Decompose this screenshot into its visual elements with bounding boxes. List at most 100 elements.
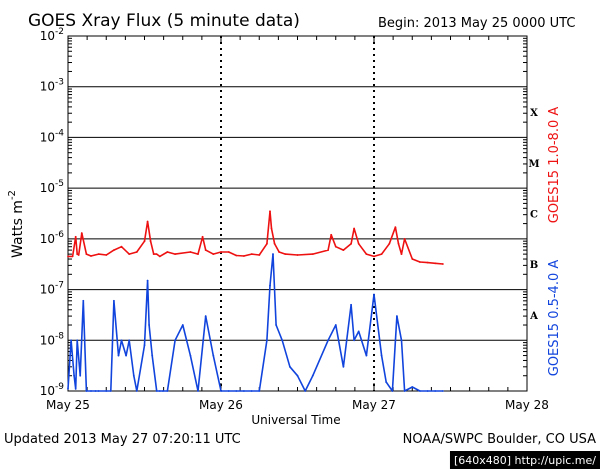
data-point-long-wavelength (273, 242, 276, 245)
data-point-short-wavelength (143, 344, 146, 347)
data-point-long-wavelength (85, 253, 88, 256)
y-tick-exponent: -8 (55, 331, 64, 341)
data-point-short-wavelength (426, 390, 429, 392)
data-point-long-wavelength (189, 251, 192, 253)
data-point-long-wavelength (350, 242, 352, 245)
data-point-long-wavelength (388, 242, 391, 245)
data-point-short-wavelength (235, 390, 238, 392)
data-point-long-wavelength (365, 253, 368, 256)
data-point-long-wavelength (296, 254, 299, 256)
data-point-long-wavelength (74, 235, 77, 238)
data-point-short-wavelength (275, 324, 277, 326)
data-point-short-wavelength (258, 390, 261, 392)
footer-source: NOAA/SWPC Boulder, CO USA (403, 432, 596, 447)
y-tick-label: 10-4 (40, 128, 65, 144)
data-point-short-wavelength (120, 339, 123, 342)
watermark-background (449, 451, 600, 469)
y-tick-label: 10-3 (40, 78, 64, 94)
data-point-short-wavelength (70, 339, 72, 342)
data-point-long-wavelength (197, 253, 199, 256)
x-axis-tick-labels: May 25 May 26 May 27 May 28 (46, 398, 549, 412)
x-tick-label: May 26 (199, 398, 243, 412)
y-tick-exponent: -9 (55, 382, 64, 392)
data-point-short-wavelength (117, 354, 120, 357)
data-point-long-wavelength (227, 251, 230, 253)
data-point-short-wavelength (373, 293, 375, 296)
data-point-long-wavelength (149, 240, 152, 243)
data-point-short-wavelength (243, 390, 245, 392)
data-point-long-wavelength (284, 253, 287, 256)
data-point-short-wavelength (67, 388, 69, 390)
data-point-long-wavelength (250, 253, 253, 256)
data-point-long-wavelength (342, 249, 345, 252)
data-point-long-wavelength (80, 232, 83, 235)
y-axis-label-exponent: -2 (7, 190, 18, 200)
data-point-long-wavelength (220, 251, 222, 253)
series-layer (67, 210, 444, 392)
data-point-long-wavelength (403, 238, 406, 240)
data-point-long-wavelength (113, 249, 115, 252)
data-point-short-wavelength (400, 339, 403, 342)
data-point-long-wavelength (146, 220, 149, 223)
data-point-long-wavelength (278, 251, 280, 253)
data-point-short-wavelength (132, 374, 135, 377)
data-point-long-wavelength (67, 255, 69, 258)
data-point-long-wavelength (327, 249, 329, 252)
data-point-long-wavelength (243, 255, 245, 257)
flare-class-label: A (529, 311, 538, 322)
series-legend: GOES15 1.0-8.0 A GOES15 0.5-4.0 A (547, 107, 562, 377)
data-point-short-wavelength (158, 390, 161, 392)
data-point-long-wavelength (174, 253, 177, 256)
y-tick-exponent: -4 (55, 128, 64, 138)
data-point-long-wavelength (394, 226, 397, 229)
data-point-long-wavelength (77, 254, 80, 256)
data-point-short-wavelength (250, 390, 253, 392)
y-tick-label: 10-6 (40, 230, 65, 246)
data-point-short-wavelength (197, 390, 199, 392)
data-point-long-wavelength (155, 253, 158, 256)
data-point-short-wavelength (146, 279, 149, 282)
legend-label: GOES15 0.5-4.0 A (547, 260, 562, 377)
data-point-long-wavelength (353, 227, 355, 230)
data-point-long-wavelength (266, 242, 268, 245)
data-point-short-wavelength (269, 284, 271, 287)
x-axis-label: Universal Time (251, 413, 340, 427)
data-point-short-wavelength (434, 390, 437, 392)
data-point-short-wavelength (334, 324, 337, 326)
data-point-long-wavelength (90, 255, 92, 257)
data-point-short-wavelength (365, 354, 368, 357)
data-point-short-wavelength (403, 390, 406, 392)
data-point-short-wavelength (380, 354, 383, 357)
data-point-short-wavelength (90, 390, 92, 392)
data-point-long-wavelength (411, 258, 414, 260)
data-point-long-wavelength (120, 245, 123, 248)
data-point-short-wavelength (281, 339, 284, 342)
data-point-short-wavelength (220, 390, 222, 392)
data-point-long-wavelength (204, 249, 207, 252)
data-point-short-wavelength (135, 390, 138, 392)
data-point-short-wavelength (74, 388, 77, 390)
data-point-short-wavelength (304, 390, 307, 392)
legend-label: GOES15 1.0-8.0 A (547, 107, 562, 224)
flare-class-label: B (530, 260, 538, 271)
watermark-text: [640x480] http://upic.me/ (454, 454, 596, 467)
data-point-long-wavelength (158, 255, 161, 258)
data-point-short-wavelength (419, 390, 421, 392)
data-point-short-wavelength (155, 390, 158, 392)
data-point-long-wavelength (235, 254, 238, 257)
data-point-short-wavelength (327, 339, 329, 342)
x-tick-label: May 25 (46, 398, 90, 412)
data-point-long-wavelength (311, 253, 314, 256)
data-point-long-wavelength (269, 210, 271, 213)
data-point-short-wavelength (396, 315, 398, 317)
data-point-long-wavelength (128, 253, 131, 256)
data-point-short-wavelength (296, 374, 299, 377)
data-point-short-wavelength (128, 339, 131, 342)
data-point-long-wavelength (434, 262, 437, 265)
flare-class-label: M (528, 159, 539, 170)
data-point-short-wavelength (125, 354, 127, 357)
y-tick-exponent: -3 (55, 78, 64, 88)
data-point-long-wavelength (143, 240, 146, 243)
flare-class-labels: X M C B A (528, 108, 539, 322)
y-tick-base: 10 (40, 130, 55, 144)
